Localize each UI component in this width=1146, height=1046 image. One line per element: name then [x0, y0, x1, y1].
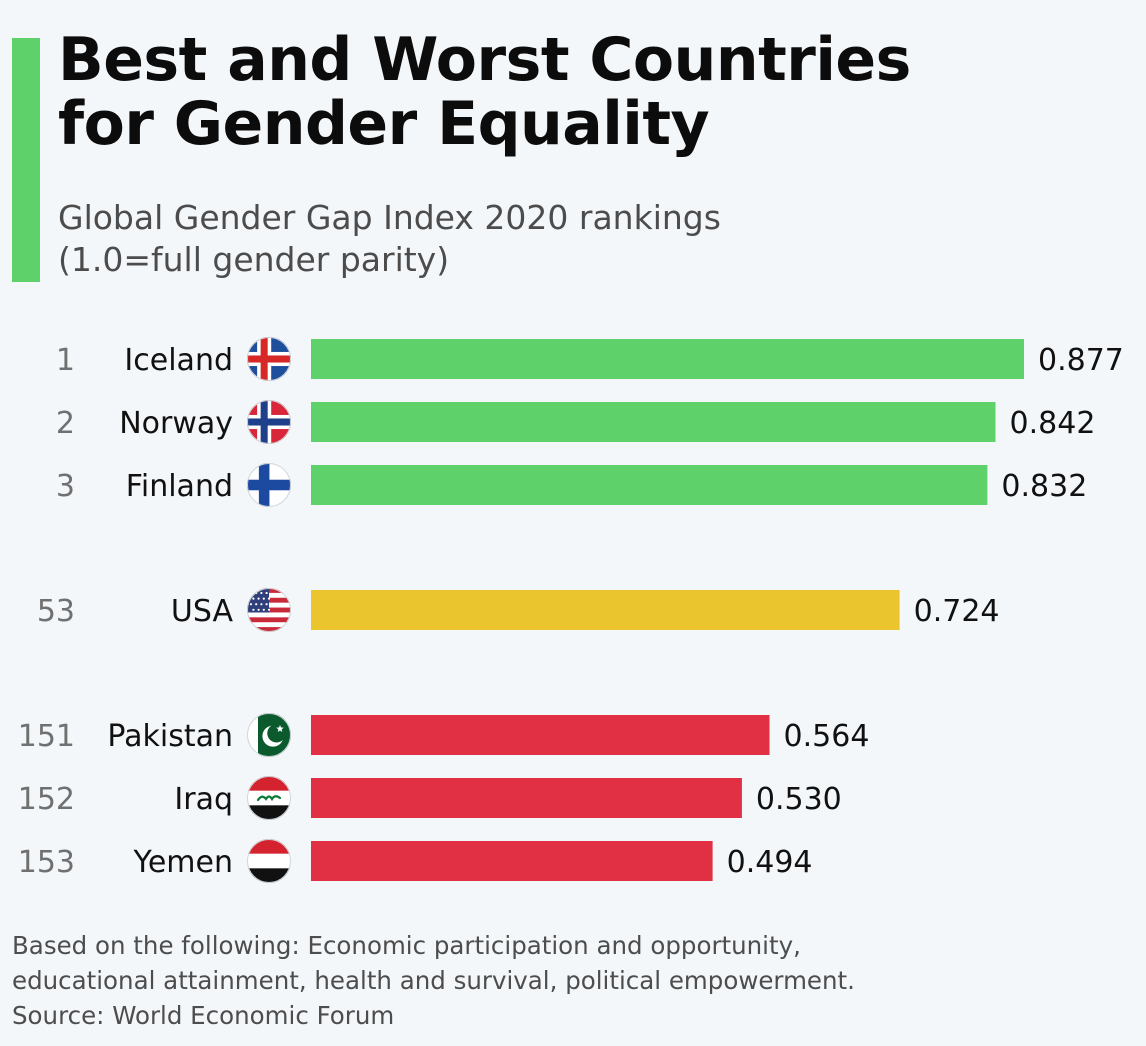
value-label: 0.724 — [914, 594, 1000, 629]
title-accent-bar — [12, 38, 40, 282]
country-label: USA — [171, 594, 234, 629]
bar-norway — [311, 402, 996, 442]
rank-label: 152 — [18, 782, 75, 817]
country-label: Norway — [119, 406, 233, 441]
bar-iraq — [311, 778, 742, 818]
bar-row-norway: 2 Norway 0.842 — [56, 400, 1096, 444]
value-label: 0.832 — [1001, 469, 1087, 504]
value-label: 0.494 — [727, 845, 813, 880]
rank-label: 1 — [56, 343, 75, 378]
bar-row-iceland: 1 Iceland 0.877 — [56, 337, 1124, 381]
chart-title-line-1: Best and Worst Countries — [58, 25, 911, 95]
finland-flag-icon — [247, 463, 291, 507]
footnote-line-3: Source: World Economic Forum — [12, 1001, 395, 1030]
bar-row-pakistan: 151 Pakistan 0.564 — [18, 713, 870, 757]
chart-subtitle: Global Gender Gap Index 2020 rankings (1… — [58, 197, 1118, 281]
chart-title-line-2: for Gender Equality — [58, 89, 710, 159]
value-label: 0.530 — [756, 782, 842, 817]
rank-label: 151 — [18, 719, 75, 754]
bar-finland — [311, 465, 988, 505]
pakistan-flag-icon — [247, 713, 291, 757]
iraq-flag-icon — [247, 776, 291, 820]
footnote-line-2: educational attainment, health and survi… — [12, 966, 855, 995]
footnote-line-1: Based on the following: Economic partici… — [12, 931, 801, 960]
usa-flag-icon — [247, 588, 291, 632]
chart-subtitle-line-1: Global Gender Gap Index 2020 rankings — [58, 198, 721, 237]
bar-row-yemen: 153 Yemen 0.494 — [18, 839, 813, 883]
country-label: Iraq — [174, 782, 233, 817]
bar-row-usa: 53 USA 0.724 — [37, 588, 1000, 632]
norway-flag-icon — [247, 400, 291, 444]
country-label: Pakistan — [107, 719, 233, 754]
footnote: Based on the following: Economic partici… — [12, 928, 1132, 1033]
value-label: 0.877 — [1038, 343, 1124, 378]
rank-label: 2 — [56, 406, 75, 441]
country-label: Yemen — [133, 845, 234, 880]
rank-label: 3 — [56, 469, 75, 504]
value-label: 0.842 — [1010, 406, 1096, 441]
chart-subtitle-line-2: (1.0=full gender parity) — [58, 240, 450, 279]
yemen-flag-icon — [247, 839, 291, 883]
rank-label: 153 — [18, 845, 75, 880]
bar-yemen — [311, 841, 713, 881]
country-label: Finland — [126, 469, 233, 504]
country-label: Iceland — [124, 343, 233, 378]
bar-usa — [311, 590, 900, 630]
chart-title: Best and Worst Countries for Gender Equa… — [58, 28, 1118, 156]
iceland-flag-icon — [247, 337, 291, 381]
rank-label: 53 — [37, 594, 75, 629]
bar-row-iraq: 152 Iraq 0.530 — [18, 776, 842, 820]
bar-pakistan — [311, 715, 770, 755]
bar-iceland — [311, 339, 1024, 379]
bar-row-finland: 3 Finland 0.832 — [56, 463, 1087, 507]
value-label: 0.564 — [784, 719, 870, 754]
